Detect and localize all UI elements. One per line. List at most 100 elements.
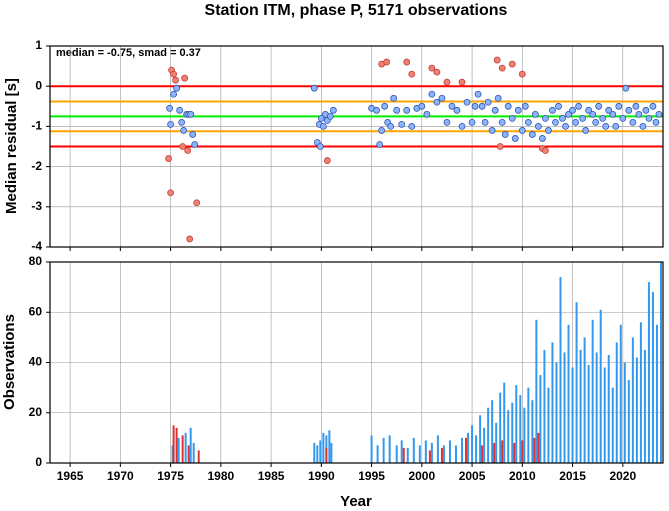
point <box>602 123 610 130</box>
point <box>592 118 600 126</box>
bar <box>465 437 468 463</box>
bar <box>623 362 626 463</box>
bar <box>537 432 540 463</box>
point <box>378 127 386 134</box>
x-tick-label: 2010 <box>509 469 536 483</box>
point <box>373 106 380 114</box>
y-axis-label: Observations <box>1 314 18 410</box>
point <box>178 118 186 126</box>
point <box>632 102 640 110</box>
point <box>184 147 192 154</box>
point <box>521 102 529 110</box>
point <box>408 70 416 78</box>
point <box>504 102 512 110</box>
bar <box>643 349 646 463</box>
point <box>599 114 607 122</box>
point <box>458 78 466 86</box>
bar <box>319 440 322 463</box>
point <box>376 141 384 148</box>
bar <box>192 442 195 463</box>
y-tick-label: -1 <box>31 119 42 133</box>
bar <box>181 435 184 463</box>
bar <box>651 292 654 463</box>
bar <box>539 375 542 463</box>
point <box>433 98 441 106</box>
point <box>423 110 431 118</box>
point <box>493 56 501 64</box>
point <box>481 118 489 126</box>
bar <box>567 324 570 463</box>
point <box>463 98 471 106</box>
bar <box>328 430 331 463</box>
point <box>186 235 194 243</box>
bar <box>402 447 405 463</box>
bar <box>467 432 470 463</box>
bar <box>428 450 431 463</box>
plot-frame <box>49 45 664 248</box>
point <box>625 106 633 114</box>
point <box>496 143 504 150</box>
point <box>649 102 657 110</box>
point <box>498 64 506 72</box>
bar <box>493 442 496 463</box>
point <box>534 123 542 130</box>
bar <box>440 447 443 463</box>
bar <box>316 445 319 463</box>
point <box>491 106 499 114</box>
point <box>428 64 436 72</box>
bar <box>583 337 586 463</box>
bar <box>507 410 510 463</box>
point <box>639 123 647 130</box>
bar <box>475 435 478 463</box>
point <box>383 58 391 66</box>
point <box>181 74 189 82</box>
point <box>552 118 559 126</box>
bar <box>171 445 174 463</box>
x-tick-label: 1995 <box>358 469 385 483</box>
point <box>453 106 461 114</box>
y-tick-label: -2 <box>31 159 42 173</box>
point <box>418 102 426 110</box>
point <box>193 199 201 207</box>
bar <box>543 349 546 463</box>
point <box>381 102 389 110</box>
bar <box>189 427 192 463</box>
bar <box>400 440 403 463</box>
y-tick-label: 60 <box>29 304 43 318</box>
point <box>585 106 593 114</box>
bar <box>418 445 421 463</box>
bar <box>436 435 439 463</box>
point <box>619 114 627 122</box>
bar <box>595 352 598 463</box>
bar <box>591 319 594 463</box>
y-axis-label: Median residual [s] <box>3 78 20 214</box>
bar <box>501 440 504 463</box>
point <box>579 114 587 122</box>
bar <box>471 425 474 463</box>
point <box>629 118 637 126</box>
point <box>508 60 516 68</box>
bar <box>627 380 630 463</box>
bar <box>559 277 562 463</box>
y-tick-label: -3 <box>31 199 42 213</box>
bar <box>175 427 178 463</box>
point <box>326 112 334 120</box>
point <box>471 102 479 110</box>
bar <box>639 322 642 463</box>
bar <box>483 427 486 463</box>
point <box>387 123 395 130</box>
bar <box>647 282 650 463</box>
bar <box>603 367 606 463</box>
bar <box>611 387 614 463</box>
x-tick-label: 2005 <box>459 469 486 483</box>
bar <box>406 447 409 463</box>
bar <box>313 442 316 463</box>
y-tick-label: 1 <box>35 38 42 52</box>
bar <box>575 302 578 463</box>
bar <box>659 262 662 463</box>
point <box>565 110 572 118</box>
point <box>319 123 327 130</box>
bar <box>587 365 590 463</box>
point <box>189 131 197 138</box>
